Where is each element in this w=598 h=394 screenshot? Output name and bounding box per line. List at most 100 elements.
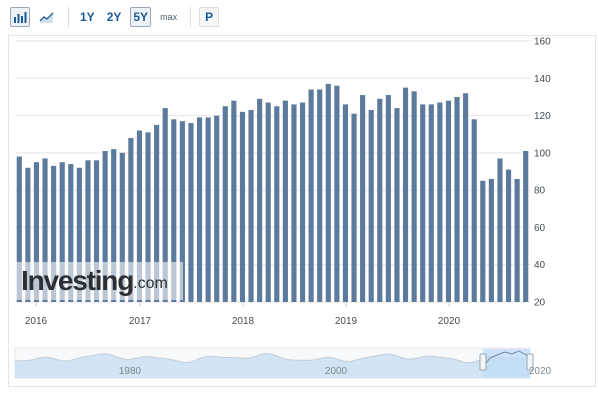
bar[interactable] — [428, 104, 434, 302]
bar[interactable] — [334, 85, 340, 302]
navigator-selection[interactable] — [483, 349, 530, 378]
bar[interactable] — [154, 124, 160, 303]
bar[interactable] — [325, 83, 331, 302]
bar[interactable] — [179, 121, 185, 303]
bar[interactable] — [514, 178, 520, 302]
print-button[interactable]: P — [199, 7, 220, 27]
bar[interactable] — [488, 178, 494, 302]
bar[interactable] — [68, 164, 74, 302]
navigator-area — [15, 353, 530, 378]
bar[interactable] — [411, 91, 417, 302]
bar[interactable] — [248, 109, 254, 302]
bar[interactable] — [291, 104, 297, 302]
bar[interactable] — [205, 117, 211, 302]
toolbar-divider — [68, 7, 69, 27]
bar[interactable] — [85, 160, 91, 302]
bar[interactable] — [42, 158, 48, 302]
bar[interactable] — [119, 152, 125, 302]
y-tick-label: 80 — [534, 186, 546, 197]
bar[interactable] — [102, 150, 108, 302]
toolbar-divider-2 — [190, 7, 192, 27]
bar[interactable] — [377, 98, 383, 303]
x-tick-label: 2017 — [129, 316, 152, 327]
bar[interactable] — [196, 117, 203, 302]
range-1y-label: 1Y — [80, 10, 95, 24]
line-chart-icon[interactable] — [36, 7, 58, 27]
x-tick-label: 2016 — [25, 316, 48, 327]
chart-frame — [8, 35, 596, 387]
range-2y-button[interactable]: 2Y — [104, 7, 125, 27]
bar[interactable] — [257, 98, 263, 303]
bar[interactable] — [265, 102, 271, 303]
bar[interactable] — [171, 119, 177, 302]
bar[interactable] — [420, 104, 426, 302]
navigator-selection-line — [483, 350, 530, 367]
x-axis-ticks: 2016 2017 2018 2019 2020 — [25, 302, 461, 327]
bar[interactable] — [76, 167, 82, 302]
bar[interactable] — [471, 119, 477, 302]
chart-toolbar: 1Y 2Y 5Y max P — [10, 6, 225, 28]
print-label: P — [205, 10, 214, 24]
range-navigator[interactable]: 1980 2000 2020 — [14, 347, 552, 379]
logo-domain: .com — [133, 275, 168, 292]
bar[interactable] — [188, 123, 194, 303]
x-tick-label: 2020 — [438, 316, 461, 327]
bar-chart-icon[interactable] — [10, 7, 30, 27]
bar[interactable] — [231, 100, 237, 303]
bar[interactable] — [111, 149, 117, 302]
y-tick-label: 40 — [534, 260, 546, 271]
bar[interactable] — [136, 130, 143, 302]
bar[interactable] — [59, 162, 65, 302]
bar[interactable] — [463, 93, 469, 302]
bar[interactable] — [360, 95, 366, 302]
bar[interactable] — [505, 169, 512, 302]
range-5y-label: 5Y — [133, 10, 149, 24]
bar[interactable] — [523, 150, 529, 302]
bar[interactable] — [317, 89, 323, 302]
range-5y-button[interactable]: 5Y — [130, 7, 152, 27]
bar[interactable] — [308, 89, 314, 302]
bar[interactable] — [454, 96, 460, 302]
navigator-line — [14, 352, 526, 364]
x-tick-label: 2018 — [232, 316, 255, 327]
bar[interactable] — [437, 102, 443, 303]
y-tick-label: 120 — [534, 111, 551, 122]
navigator-label: 1980 — [119, 366, 142, 377]
bar[interactable] — [33, 162, 40, 302]
navigator-handle-right[interactable] — [526, 353, 534, 371]
bar[interactable] — [51, 165, 57, 302]
bar[interactable] — [25, 167, 31, 302]
bar[interactable] — [145, 132, 151, 302]
bar[interactable] — [162, 108, 168, 302]
y-tick-label: 100 — [534, 148, 551, 159]
bar[interactable] — [497, 158, 503, 302]
bar[interactable] — [394, 108, 400, 302]
bar[interactable] — [480, 180, 486, 302]
bar[interactable] — [282, 100, 288, 303]
grid-lines — [15, 40, 530, 303]
navigator-handle-left[interactable] — [479, 353, 487, 371]
bar[interactable] — [93, 160, 100, 302]
bar[interactable] — [214, 115, 220, 302]
range-max-button[interactable]: max — [157, 7, 180, 27]
bar[interactable] — [368, 109, 374, 302]
bar[interactable] — [274, 106, 280, 302]
bar[interactable] — [385, 95, 391, 302]
y-tick-label: 20 — [534, 298, 546, 309]
bar[interactable] — [351, 113, 357, 302]
bar[interactable] — [128, 137, 134, 302]
bar[interactable] — [16, 156, 22, 302]
bar[interactable] — [299, 102, 306, 303]
bar[interactable] — [222, 106, 228, 302]
x-tick-label: 2019 — [335, 316, 358, 327]
navigator-label: 2000 — [325, 366, 348, 377]
range-1y-button[interactable]: 1Y — [77, 7, 98, 27]
logo-brand: Investing — [21, 265, 134, 296]
bar[interactable] — [445, 100, 452, 303]
y-axis-ticks: 20 40 60 80 100 120 140 160 — [534, 37, 551, 309]
bar[interactable] — [342, 104, 349, 302]
navigator-label: 2020 — [529, 366, 552, 377]
bar[interactable] — [402, 87, 409, 302]
bar[interactable] — [239, 111, 246, 302]
